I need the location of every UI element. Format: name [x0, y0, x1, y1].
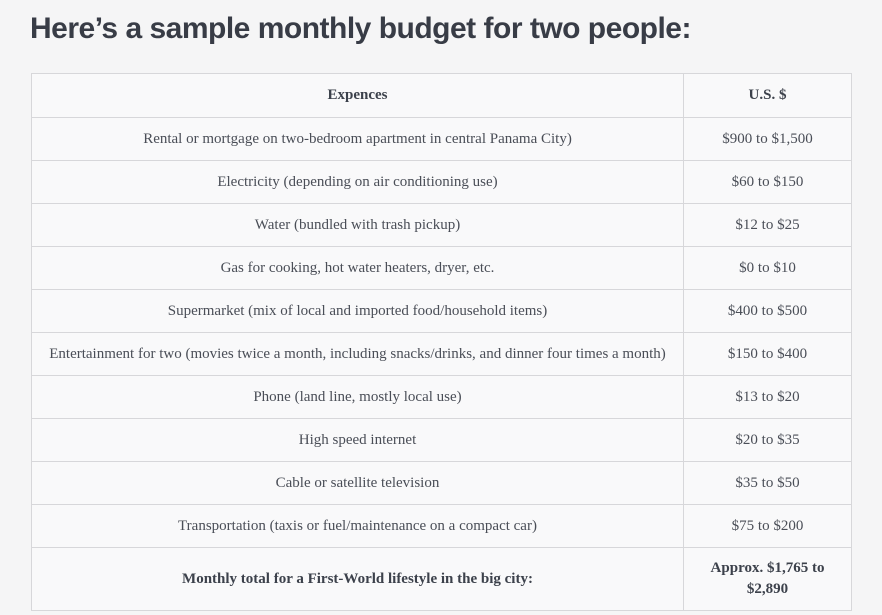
header-row: Expences U.S. $ [31, 73, 852, 118]
amount-cell: $12 to $25 [683, 203, 852, 247]
table-row: Cable or satellite television $35 to $50 [31, 461, 852, 505]
amount-cell: $150 to $400 [683, 332, 852, 376]
expense-cell: Supermarket (mix of local and imported f… [31, 289, 684, 333]
amount-cell: $900 to $1,500 [683, 117, 852, 161]
header-usd: U.S. $ [683, 73, 852, 118]
expense-cell: Rental or mortgage on two-bedroom apartm… [31, 117, 684, 161]
table-row: Supermarket (mix of local and imported f… [31, 289, 852, 333]
amount-cell: $75 to $200 [683, 504, 852, 548]
table-body: Rental or mortgage on two-bedroom apartm… [31, 117, 852, 548]
header-expenses: Expences [31, 73, 684, 118]
expense-cell: Water (bundled with trash pickup) [31, 203, 684, 247]
amount-cell: $400 to $500 [683, 289, 852, 333]
amount-cell: $60 to $150 [683, 160, 852, 204]
table-header: Expences U.S. $ [31, 73, 852, 118]
table-row: Gas for cooking, hot water heaters, drye… [31, 246, 852, 290]
page-title: Here’s a sample monthly budget for two p… [30, 12, 691, 45]
budget-table: Expences U.S. $ Rental or mortgage on tw… [31, 73, 852, 611]
table-row: Phone (land line, mostly local use) $13 … [31, 375, 852, 419]
expense-cell: Electricity (depending on air conditioni… [31, 160, 684, 204]
table-row: Water (bundled with trash pickup) $12 to… [31, 203, 852, 247]
expense-cell: Transportation (taxis or fuel/maintenanc… [31, 504, 684, 548]
table-row: Transportation (taxis or fuel/maintenanc… [31, 504, 852, 548]
expense-cell: High speed internet [31, 418, 684, 462]
expense-cell: Gas for cooking, hot water heaters, drye… [31, 246, 684, 290]
total-row: Monthly total for a First-World lifestyl… [31, 547, 852, 611]
total-amount-cell: Approx. $1,765 to $2,890 [683, 547, 852, 611]
amount-cell: $35 to $50 [683, 461, 852, 505]
expense-cell: Cable or satellite television [31, 461, 684, 505]
table-row: Electricity (depending on air conditioni… [31, 160, 852, 204]
table-footer: Monthly total for a First-World lifestyl… [31, 547, 852, 611]
amount-cell: $0 to $10 [683, 246, 852, 290]
table-row: Entertainment for two (movies twice a mo… [31, 332, 852, 376]
table-row: High speed internet $20 to $35 [31, 418, 852, 462]
total-label-cell: Monthly total for a First-World lifestyl… [31, 547, 684, 611]
amount-cell: $20 to $35 [683, 418, 852, 462]
amount-cell: $13 to $20 [683, 375, 852, 419]
table-row: Rental or mortgage on two-bedroom apartm… [31, 117, 852, 161]
expense-cell: Entertainment for two (movies twice a mo… [31, 332, 684, 376]
expense-cell: Phone (land line, mostly local use) [31, 375, 684, 419]
